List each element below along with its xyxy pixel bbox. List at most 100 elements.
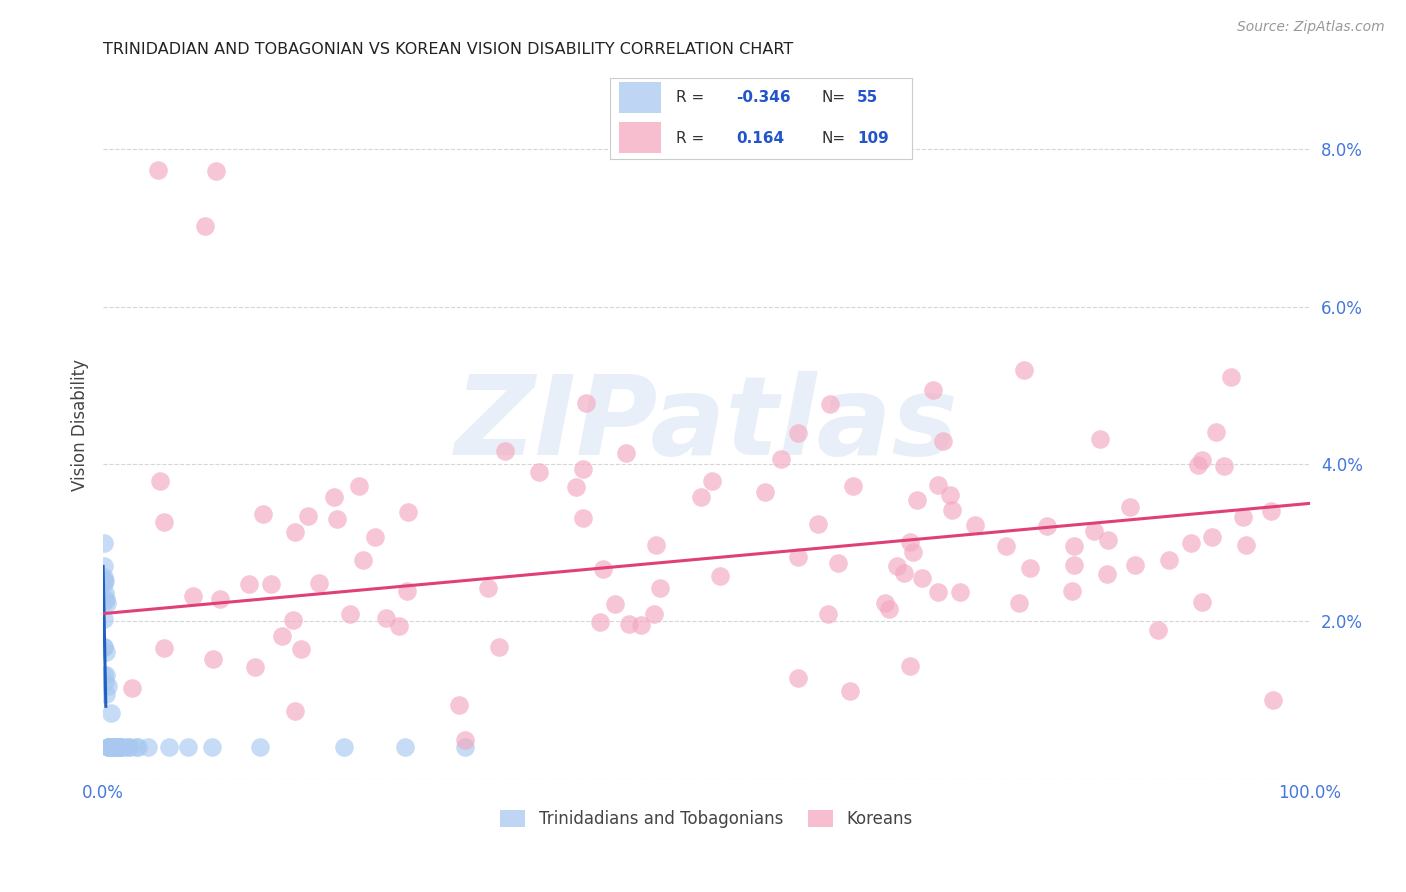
Point bbox=[949, 585, 972, 599]
Point bbox=[565, 480, 588, 494]
Point bbox=[94, 668, 117, 682]
Point bbox=[1263, 693, 1285, 707]
Point bbox=[454, 740, 477, 755]
Point bbox=[786, 671, 808, 685]
Point bbox=[105, 740, 128, 755]
Point bbox=[98, 740, 121, 755]
Point bbox=[709, 569, 731, 583]
Point bbox=[630, 617, 652, 632]
Point bbox=[308, 576, 330, 591]
Point bbox=[110, 740, 132, 755]
Point bbox=[1083, 524, 1105, 538]
Point bbox=[700, 474, 723, 488]
Point bbox=[297, 509, 319, 524]
Point bbox=[105, 740, 128, 755]
Point bbox=[93, 640, 115, 655]
Point bbox=[617, 616, 640, 631]
Point bbox=[153, 641, 176, 656]
Point bbox=[101, 740, 124, 755]
Point bbox=[238, 577, 260, 591]
Point bbox=[93, 559, 115, 574]
Point bbox=[176, 740, 198, 755]
Point bbox=[100, 740, 122, 755]
Point bbox=[201, 740, 224, 755]
Point bbox=[101, 740, 124, 755]
Point bbox=[1260, 504, 1282, 518]
Point bbox=[927, 585, 949, 599]
Point bbox=[252, 507, 274, 521]
Point bbox=[1147, 623, 1170, 637]
Point bbox=[125, 740, 148, 755]
Point bbox=[893, 566, 915, 581]
Point bbox=[281, 613, 304, 627]
Point bbox=[898, 535, 921, 549]
Point bbox=[873, 597, 896, 611]
Point bbox=[994, 539, 1017, 553]
Point bbox=[939, 488, 962, 502]
Point bbox=[118, 740, 141, 755]
Point bbox=[94, 593, 117, 607]
Point bbox=[94, 586, 117, 600]
Point bbox=[786, 550, 808, 565]
Point bbox=[817, 607, 839, 621]
Point bbox=[364, 530, 387, 544]
Point bbox=[1187, 458, 1209, 472]
Point bbox=[249, 740, 271, 755]
Point bbox=[97, 740, 120, 755]
Point bbox=[477, 581, 499, 595]
Point bbox=[1063, 539, 1085, 553]
Point bbox=[339, 607, 361, 621]
Point bbox=[922, 383, 945, 397]
Point bbox=[108, 740, 131, 755]
Text: ZIPatlas: ZIPatlas bbox=[454, 371, 959, 478]
Point bbox=[941, 502, 963, 516]
Point bbox=[807, 516, 830, 531]
Point bbox=[205, 163, 228, 178]
Point bbox=[98, 740, 121, 755]
Point bbox=[1012, 363, 1035, 377]
Point bbox=[898, 659, 921, 673]
Point bbox=[787, 425, 810, 440]
Point bbox=[1213, 458, 1236, 473]
Point bbox=[153, 516, 176, 530]
Point bbox=[911, 571, 934, 585]
Point bbox=[1123, 558, 1146, 573]
Point bbox=[194, 219, 217, 233]
Point bbox=[827, 557, 849, 571]
Point bbox=[571, 510, 593, 524]
Point bbox=[1095, 567, 1118, 582]
Point bbox=[243, 660, 266, 674]
Point bbox=[1157, 553, 1180, 567]
Legend: Trinidadians and Tobagonians, Koreans: Trinidadians and Tobagonians, Koreans bbox=[494, 803, 920, 834]
Point bbox=[136, 740, 159, 755]
Point bbox=[1088, 432, 1111, 446]
Point bbox=[159, 740, 181, 755]
Point bbox=[181, 589, 204, 603]
Point bbox=[96, 645, 118, 659]
Point bbox=[97, 679, 120, 693]
Point bbox=[877, 601, 900, 615]
Point bbox=[100, 740, 122, 755]
Point bbox=[98, 740, 121, 755]
Point bbox=[1191, 595, 1213, 609]
Point bbox=[108, 740, 131, 755]
Point bbox=[643, 607, 665, 621]
Point bbox=[932, 434, 955, 449]
Point bbox=[108, 740, 131, 755]
Point bbox=[839, 684, 862, 698]
Point bbox=[108, 740, 131, 755]
Point bbox=[1180, 536, 1202, 550]
Point bbox=[1060, 583, 1083, 598]
Point bbox=[395, 583, 418, 598]
Point bbox=[447, 698, 470, 713]
Point bbox=[97, 740, 120, 755]
Point bbox=[754, 485, 776, 500]
Point bbox=[1063, 558, 1085, 573]
Point bbox=[352, 552, 374, 566]
Point bbox=[93, 576, 115, 591]
Point bbox=[1191, 453, 1213, 467]
Point bbox=[394, 740, 416, 755]
Point bbox=[347, 479, 370, 493]
Point bbox=[333, 740, 356, 755]
Point bbox=[103, 740, 125, 755]
